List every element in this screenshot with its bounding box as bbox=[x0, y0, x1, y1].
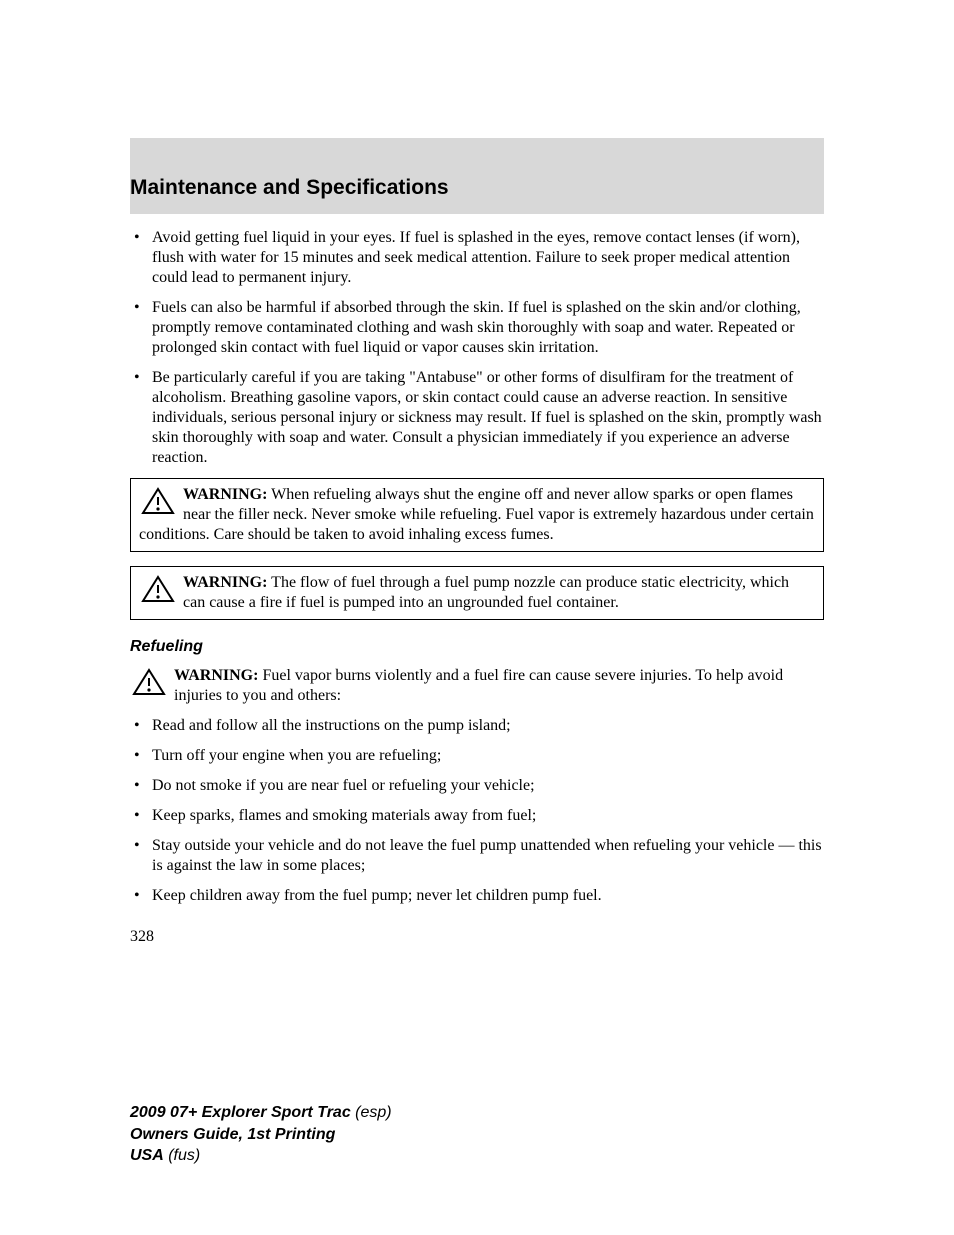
warning-text: Fuel vapor burns violently and a fuel fi… bbox=[174, 667, 783, 704]
page-content: Maintenance and Specifications Avoid get… bbox=[0, 0, 954, 946]
subheading-refueling: Refueling bbox=[130, 638, 824, 656]
list-item: Keep children away from the fuel pump; n… bbox=[150, 886, 824, 906]
list-item: Do not smoke if you are near fuel or ref… bbox=[150, 776, 824, 796]
bottom-bullet-list: Read and follow all the instructions on … bbox=[130, 716, 824, 906]
warning-inline-3: WARNING: Fuel vapor burns violently and … bbox=[130, 666, 824, 706]
title-band: Maintenance and Specifications bbox=[130, 138, 824, 214]
footer-code: (fus) bbox=[164, 1147, 200, 1164]
list-item: Turn off your engine when you are refuel… bbox=[150, 746, 824, 766]
footer-line-2: Owners Guide, 1st Printing bbox=[130, 1124, 392, 1146]
footer-code: (esp) bbox=[351, 1104, 392, 1121]
footer-country: USA bbox=[130, 1147, 164, 1164]
list-item: Stay outside your vehicle and do not lea… bbox=[150, 836, 824, 876]
top-bullet-list: Avoid getting fuel liquid in your eyes. … bbox=[130, 228, 824, 468]
warning-box-1: WARNING: When refueling always shut the … bbox=[130, 478, 824, 552]
list-item: Be particularly careful if you are takin… bbox=[150, 368, 824, 468]
warning-icon bbox=[132, 668, 166, 702]
warning-icon bbox=[141, 575, 175, 609]
list-item: Avoid getting fuel liquid in your eyes. … bbox=[150, 228, 824, 288]
list-item: Keep sparks, flames and smoking material… bbox=[150, 806, 824, 826]
warning-label: WARNING: bbox=[174, 667, 258, 684]
footer-line-1: 2009 07+ Explorer Sport Trac (esp) bbox=[130, 1102, 392, 1124]
footer-block: 2009 07+ Explorer Sport Trac (esp) Owner… bbox=[130, 1102, 392, 1167]
footer-line-3: USA (fus) bbox=[130, 1145, 392, 1167]
section-title: Maintenance and Specifications bbox=[130, 176, 824, 200]
warning-label: WARNING: bbox=[183, 574, 267, 591]
page-number: 328 bbox=[130, 928, 824, 946]
warning-icon bbox=[141, 487, 175, 521]
warning-label: WARNING: bbox=[183, 486, 267, 503]
warning-text: The flow of fuel through a fuel pump noz… bbox=[183, 574, 789, 611]
warning-box-2: WARNING: The flow of fuel through a fuel… bbox=[130, 566, 824, 620]
list-item: Read and follow all the instructions on … bbox=[150, 716, 824, 736]
list-item: Fuels can also be harmful if absorbed th… bbox=[150, 298, 824, 358]
footer-model: 2009 07+ Explorer Sport Trac bbox=[130, 1104, 351, 1121]
